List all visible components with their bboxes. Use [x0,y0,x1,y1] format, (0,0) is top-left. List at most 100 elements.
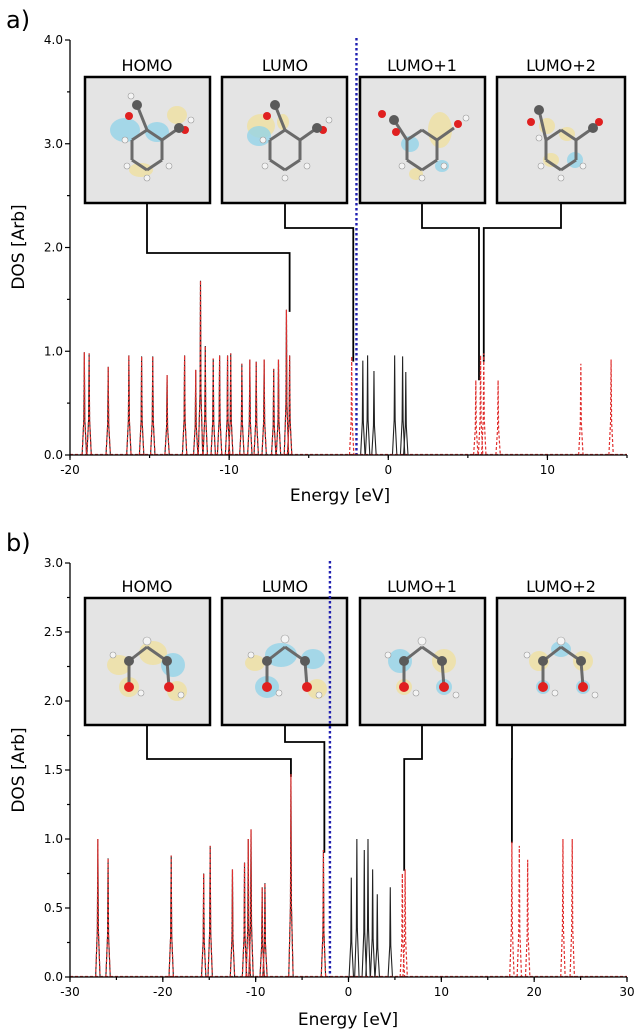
dos-peak [261,359,267,456]
inset-lumo-plus-2: LUMO+2 [495,577,627,727]
y-tick-label: 1.5 [44,763,63,777]
dos-peak [81,352,88,456]
dos-peak [164,375,170,456]
x-tick-label: -20 [60,463,80,477]
dos-peak [399,356,406,456]
dos-peak [477,355,484,456]
series-dashed-red [95,774,576,978]
inset-homo: HOMO [83,577,212,727]
dos-peak [374,894,381,978]
dos-peak [138,356,145,456]
dos-peak [229,869,236,978]
x-axis-title: Energy [eV] [290,486,390,506]
dos-peak [320,850,327,978]
dos-peak [253,361,259,456]
dos-peak [248,829,254,978]
dos-peak [150,356,156,456]
x-tick-label: 0 [345,985,353,999]
dos-peak [200,873,207,978]
y-tick-label: 3.0 [44,556,63,570]
y-tick-label: 3.0 [44,137,63,151]
inset-frame [220,75,349,205]
dos-peak [569,838,576,978]
dos-peak [364,355,371,456]
molecule-image [384,636,460,699]
inset-label: LUMO [262,577,308,596]
x-tick-label: 20 [527,985,542,999]
dos-peak [371,370,377,456]
x-tick-label: 30 [619,985,634,999]
dos-peak [516,845,523,978]
dos-peak [192,369,199,456]
molecule-image [107,636,187,701]
inset-connector [482,203,562,362]
dos-peak [216,355,223,456]
dos-peak [126,355,132,456]
y-tick-label: 1.0 [44,832,63,846]
panel-a: a) HOMO LUMO [6,6,628,506]
x-tick-label: 10 [434,985,449,999]
inset-connector [284,725,326,853]
dos-peak [403,371,409,456]
inset-frame [495,75,627,205]
y-tick-label: 0.0 [44,448,63,462]
dos-peak [560,838,566,978]
dos-peak [578,363,584,456]
dos-peak [259,887,265,978]
y-axis-title: DOS [Arb] [9,204,29,289]
dos-peak [524,859,531,978]
axes: -20 -10 0 10 0.0 1.0 2.0 3.0 4.0 [44,33,628,477]
x-tick-label: -10 [219,463,239,477]
molecule-image [110,92,195,182]
dos-peak [391,355,398,456]
dos-peak [262,883,268,978]
dos-peak [354,838,360,978]
inset-label: HOMO [121,577,172,596]
dos-peak [216,355,223,456]
dos-peak [239,363,245,456]
dos-peak [348,356,355,456]
y-tick-label: 1.0 [44,344,63,358]
dos-peak [202,346,209,456]
dos-peak [473,380,479,456]
dos-peak [105,858,111,978]
inset-connector [146,203,291,312]
inset-label: LUMO+1 [387,577,457,596]
dos-peak [227,353,234,456]
dos-peak [399,873,406,978]
dos-peak [365,838,371,978]
y-tick-label: 4.0 [44,33,63,47]
dos-peak [275,359,282,456]
inset-lumo-plus-1: LUMO+1 [358,56,487,205]
inset-label: LUMO [262,56,308,75]
dos-peak [197,280,204,456]
dos-peak [86,353,92,456]
x-tick-label: -20 [153,985,173,999]
dos-peak [241,862,248,978]
inset-frame [83,75,212,205]
dos-peak [224,355,231,456]
x-tick-label: -30 [60,985,80,999]
molecule-image [378,110,470,182]
dos-peak [181,355,188,456]
dos-peak [402,869,408,978]
panel-label: a) [6,6,30,34]
dos-peak [509,841,515,978]
dos-peak [369,869,376,978]
inset-frame [358,596,487,727]
dos-peak [283,309,290,456]
dos-peak [210,358,217,456]
dos-peak [105,366,111,456]
inset-label: LUMO+1 [387,56,457,75]
dos-peak [387,887,394,978]
y-axis-title: DOS [Arb] [9,727,29,812]
panel-b: b) HOMO LUMO [6,529,635,1030]
dos-peak [247,359,253,456]
axes: -30 -20 -10 0 10 20 30 0.0 0.5 1.0 1.5 2.0 2.5 3.0 [44,556,635,999]
inset-label: LUMO+2 [526,577,596,596]
dos-peak [126,355,132,456]
dos-peak [608,359,614,456]
inset-connectors [146,725,513,871]
y-tick-label: 2.5 [44,625,63,639]
x-tick-label: 0 [384,463,392,477]
